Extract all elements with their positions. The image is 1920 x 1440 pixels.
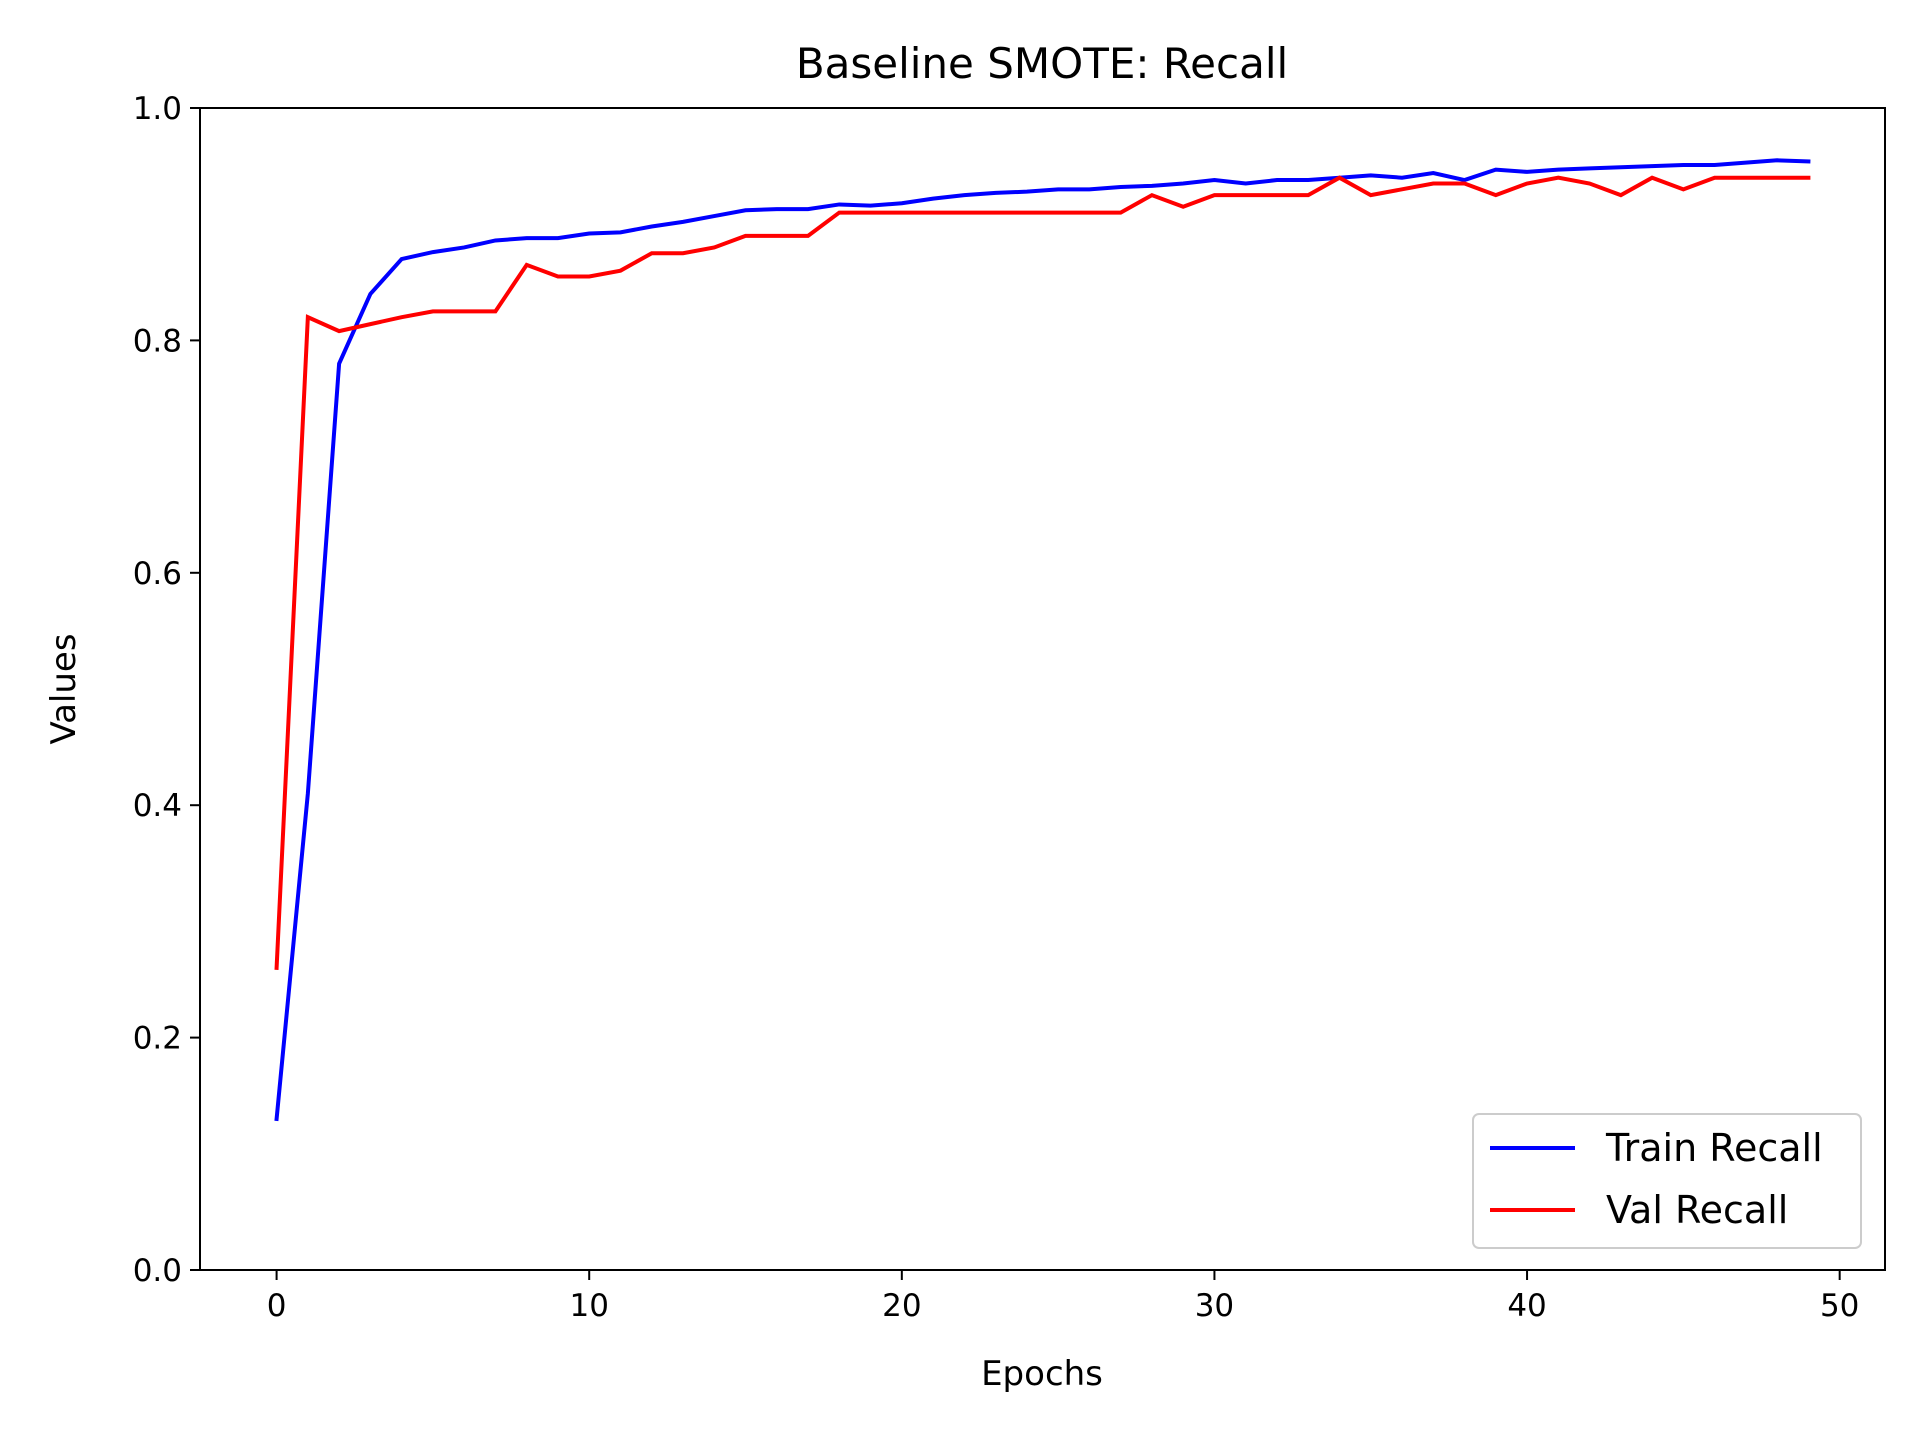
plot-background xyxy=(200,108,1885,1270)
legend-label-train-recall: Train Recall xyxy=(1605,1126,1823,1170)
y-tick-label: 0.8 xyxy=(133,323,182,359)
x-tick-label: 20 xyxy=(882,1288,921,1324)
y-axis: 0.0 0.2 0.4 0.6 0.8 1.0 xyxy=(133,91,200,1289)
y-tick-label: 0.6 xyxy=(133,556,182,592)
y-tick-label: 0.4 xyxy=(133,788,182,824)
legend: Train Recall Val Recall xyxy=(1472,1113,1862,1249)
x-axis-label: Epochs xyxy=(981,1354,1103,1394)
series-line-val-recall xyxy=(274,175,1811,970)
x-axis: 0 10 20 30 40 50 xyxy=(267,1270,1859,1324)
y-axis-label: Values xyxy=(44,633,84,744)
y-tick-label: 1.0 xyxy=(133,91,182,127)
series-line-train-recall xyxy=(274,158,1811,1122)
y-tick-label: 0.0 xyxy=(133,1253,182,1289)
x-tick-label: 0 xyxy=(267,1288,287,1324)
plot-frame xyxy=(199,107,1886,1271)
x-tick-label: 50 xyxy=(1820,1288,1859,1324)
y-tick-label: 0.2 xyxy=(133,1021,182,1057)
plot-area xyxy=(200,108,1885,1270)
x-tick-label: 30 xyxy=(1195,1288,1234,1324)
x-tick-label: 40 xyxy=(1507,1288,1546,1324)
series-layer xyxy=(274,158,1811,1122)
legend-label-val-recall: Val Recall xyxy=(1606,1188,1788,1232)
chart-title: Baseline SMOTE: Recall xyxy=(796,39,1288,88)
x-tick-label: 10 xyxy=(569,1288,608,1324)
